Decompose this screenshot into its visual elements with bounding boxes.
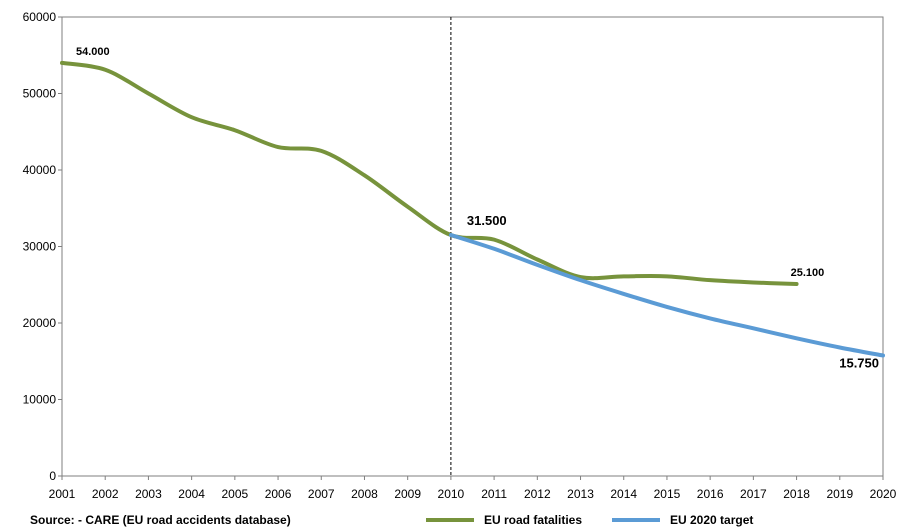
x-tick-label: 2013 <box>567 487 594 501</box>
y-tick-label: 30000 <box>23 240 57 254</box>
data-label: 54.000 <box>76 46 110 58</box>
x-tick-label: 2012 <box>524 487 551 501</box>
legend: EU road fatalities EU 2020 target <box>426 513 753 527</box>
x-tick-label: 2001 <box>49 487 76 501</box>
x-tick-label: 2007 <box>308 487 335 501</box>
x-tick-label: 2011 <box>481 487 507 501</box>
x-tick-label: 2010 <box>438 487 465 501</box>
data-label: 15.750 <box>839 356 879 371</box>
plot-frame <box>61 16 884 477</box>
plot-area <box>61 16 884 477</box>
x-tick-label: 2017 <box>740 487 767 501</box>
y-axis: 0 10000 20000 30000 40000 50000 60000 <box>23 10 62 483</box>
annotation-layer: 54.000 31.500 25.100 15.750 <box>76 46 879 371</box>
series-line-eu-2020-target <box>448 233 885 358</box>
series-layer <box>60 60 885 358</box>
y-tick-label: 60000 <box>23 10 57 24</box>
x-tick-label: 2014 <box>610 487 637 501</box>
x-tick-label: 2008 <box>351 487 378 501</box>
y-tick-label: 0 <box>49 469 56 483</box>
x-tick-label: 2015 <box>654 487 681 501</box>
legend-label: EU 2020 target <box>670 513 753 527</box>
x-tick-label: 2005 <box>221 487 248 501</box>
x-tick-label: 2002 <box>92 487 119 501</box>
y-tick-label: 40000 <box>23 163 57 177</box>
x-tick-label: 2020 <box>870 487 897 501</box>
y-tick-label: 20000 <box>23 316 57 330</box>
y-tick-label: 10000 <box>23 393 57 407</box>
x-tick-label: 2006 <box>265 487 292 501</box>
footer: Source: - CARE (EU road accidents databa… <box>30 513 753 527</box>
x-axis: 2001 2002 2003 2004 2005 2006 2007 2008 2009 2010… <box>49 476 897 501</box>
x-tick-label: 2018 <box>783 487 810 501</box>
x-tick-label: 2009 <box>394 487 421 501</box>
data-label: 25.100 <box>791 267 825 279</box>
x-tick-label: 2016 <box>697 487 724 501</box>
x-tick-label: 2003 <box>135 487 162 501</box>
y-tick-label: 50000 <box>23 87 57 101</box>
source-note: Source: - CARE (EU road accidents databa… <box>30 513 291 527</box>
x-tick-label: 2004 <box>178 487 205 501</box>
series-line-eu-road-fatalities <box>60 60 799 286</box>
x-tick-label: 2019 <box>826 487 853 501</box>
legend-label: EU road fatalities <box>484 513 582 527</box>
data-label: 31.500 <box>467 213 507 228</box>
